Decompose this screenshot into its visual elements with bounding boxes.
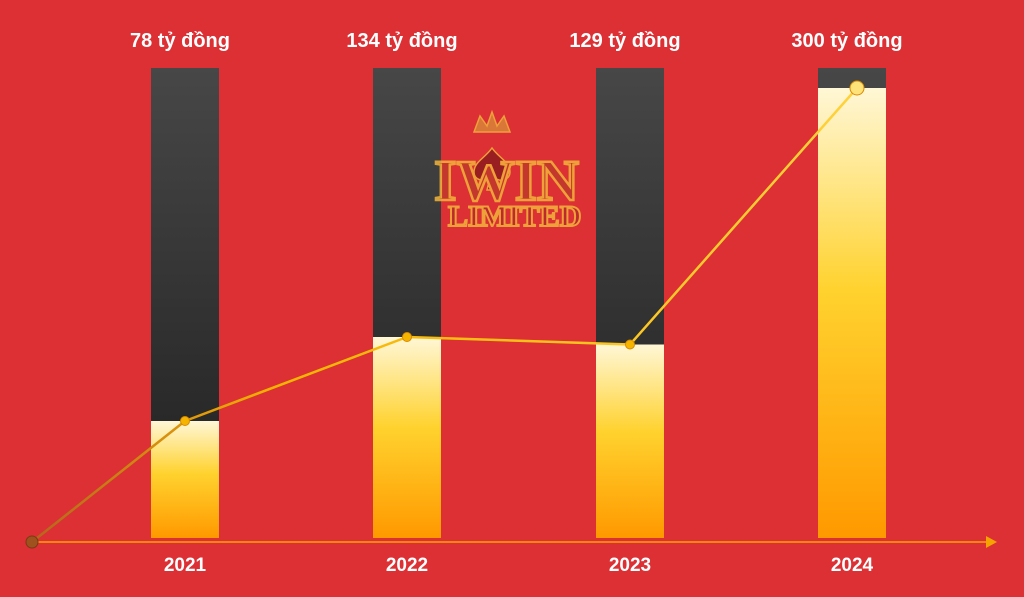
trend-point <box>849 80 865 96</box>
trend-start-point <box>25 535 39 549</box>
value-label: 78 tỷ đồng <box>130 30 230 52</box>
trend-point <box>625 339 635 350</box>
bar <box>373 337 441 538</box>
watermark-line2: LIMITED <box>448 200 581 233</box>
bar <box>818 88 886 538</box>
trend-line-layer <box>25 80 865 549</box>
bar <box>596 344 664 538</box>
watermark-line1: IWIN <box>434 148 579 213</box>
value-label: 129 tỷ đồng <box>569 30 680 52</box>
labels-layer: 78 tỷ đồng 2021 134 tỷ đồng 2022 129 tỷ đồng… <box>130 30 903 576</box>
x-axis <box>32 536 997 548</box>
value-label: 134 tỷ đồng <box>346 30 457 52</box>
crown-spade-icon <box>472 109 512 191</box>
value-label: 300 tỷ đồng <box>791 30 902 52</box>
trend-point <box>402 332 412 342</box>
trend-point <box>180 416 190 426</box>
category-label: 2021 <box>164 555 207 576</box>
category-label: 2022 <box>386 555 428 576</box>
x-axis-arrow-icon <box>986 536 997 548</box>
category-label: 2024 <box>831 555 874 576</box>
watermark-logo: IWIN LIMITED <box>433 109 582 234</box>
bars-layer <box>151 68 886 538</box>
category-label: 2023 <box>609 555 651 576</box>
